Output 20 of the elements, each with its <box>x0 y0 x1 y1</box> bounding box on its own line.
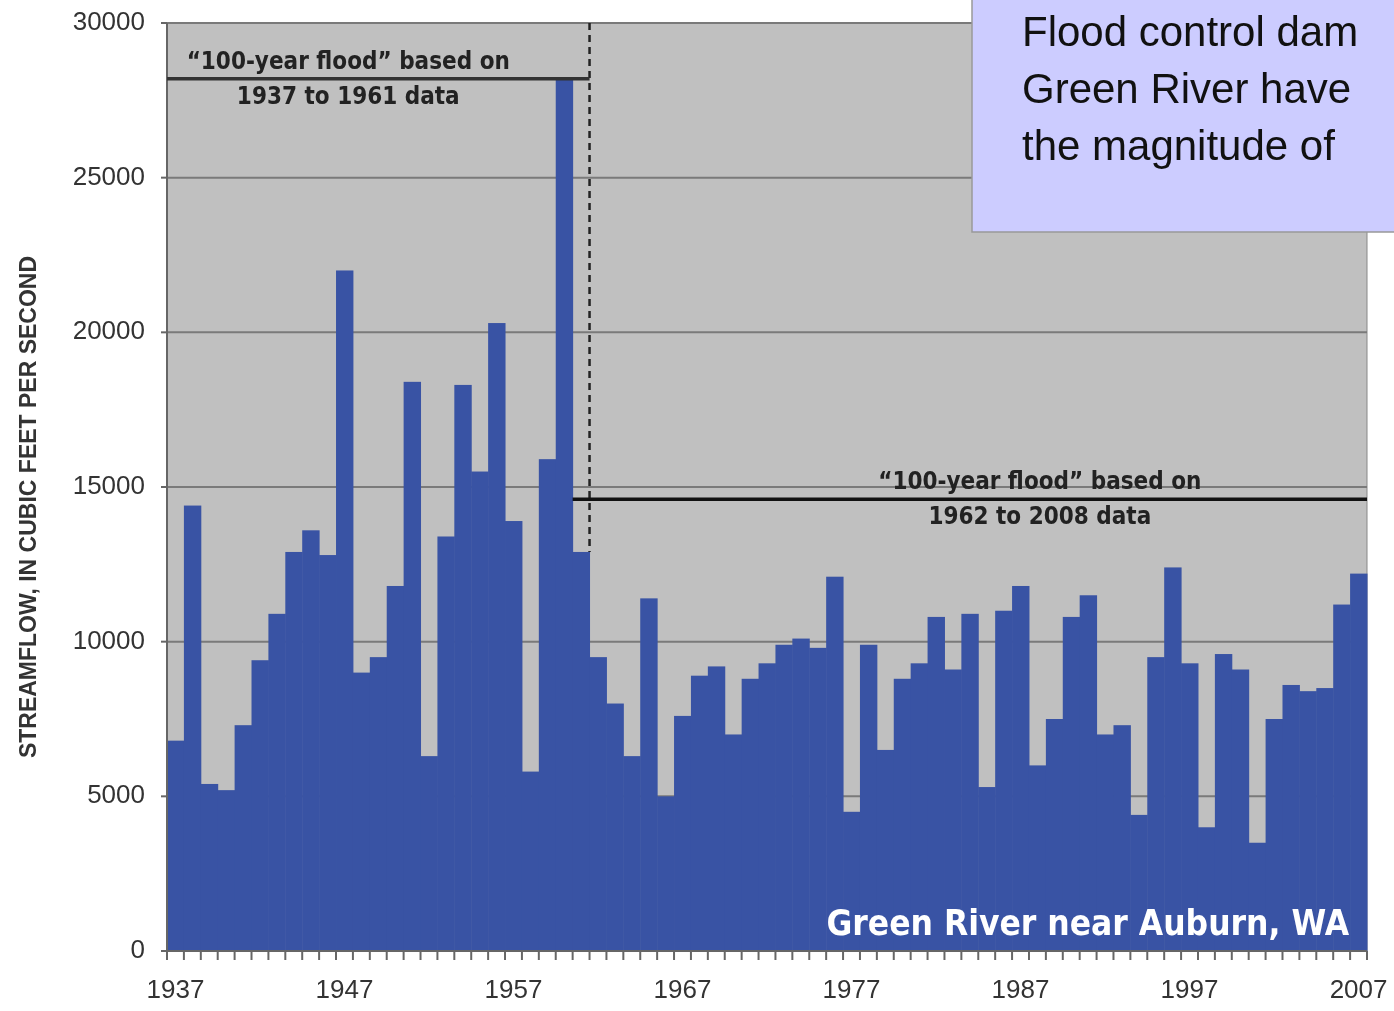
x-tick-label: 2007 <box>1329 974 1388 1004</box>
y-tick-label: 0 <box>130 933 145 964</box>
y-axis-title: STREAMFLOW, IN CUBIC FEET PER SECOND <box>15 255 41 759</box>
annotation: Green River near Auburn, WA <box>826 903 1350 943</box>
x-tick-label: 1977 <box>822 974 881 1004</box>
y-tick-label: 15000 <box>72 469 145 500</box>
ref-line-label: “100-year flood” based on 1937 to 1961 data <box>186 46 510 110</box>
x-tick-label: 1987 <box>991 974 1050 1004</box>
x-tick-label: 1967 <box>653 974 712 1004</box>
y-tick-label: 10000 <box>72 624 145 655</box>
y-tick-label: 25000 <box>72 160 145 191</box>
x-tick-label: 1957 <box>484 974 543 1004</box>
x-tick-label: 1997 <box>1160 974 1219 1004</box>
x-tick-label: 1937 <box>146 974 205 1004</box>
x-tick-label: 1947 <box>315 974 374 1004</box>
ref-line-label: “100-year flood” based on 1962 to 2008 data <box>878 467 1202 531</box>
y-tick-label: 30000 <box>72 5 145 36</box>
annotation: Flood control dam Green River have the magnitude of <box>1022 8 1359 169</box>
y-tick-label: 5000 <box>87 779 145 810</box>
y-tick-label: 20000 <box>72 315 145 346</box>
